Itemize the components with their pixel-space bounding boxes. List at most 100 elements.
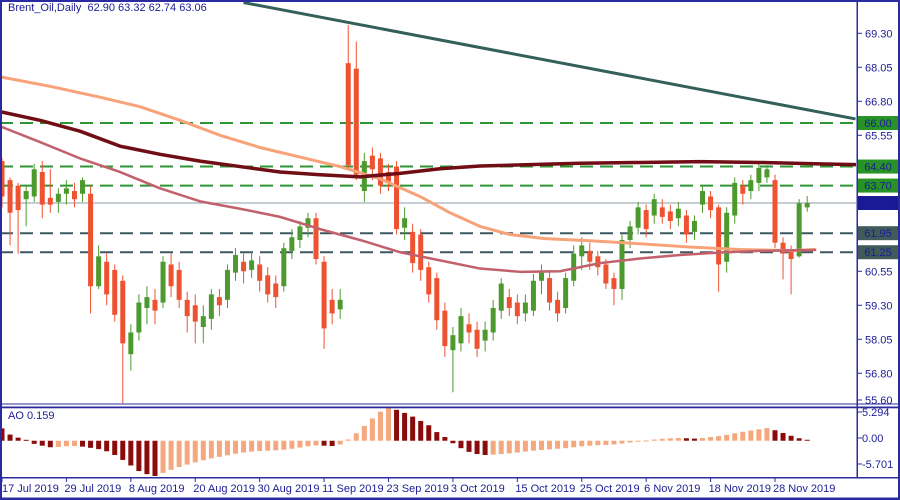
candle-body — [281, 248, 287, 287]
candle-body — [394, 166, 400, 230]
ao-bar — [506, 440, 512, 454]
candle-body — [200, 316, 206, 328]
candle-body — [643, 210, 649, 230]
ao-bar — [724, 434, 730, 441]
ao-bar — [208, 440, 214, 459]
ao-bar — [353, 433, 359, 441]
ao-bar — [466, 440, 472, 452]
candle-body — [587, 250, 593, 262]
price-badge-label: 66.00 — [864, 118, 892, 130]
ao-bar — [160, 440, 166, 473]
ao-bar — [80, 440, 86, 447]
ao-bar — [216, 440, 222, 457]
price-axis[interactable]: 69.30 68.05 66.80 65.55 60.55 59.30 58.05 56.80… — [857, 28, 893, 407]
candle-body — [490, 307, 496, 333]
window-border-left — [0, 0, 2, 500]
ao-bar — [700, 437, 706, 441]
ao-bar — [772, 430, 778, 441]
price-tick-label: 55.60 — [865, 395, 893, 407]
ao-bar — [233, 440, 239, 454]
candle-body — [23, 191, 29, 200]
candle-body — [297, 226, 303, 240]
candle-body — [96, 256, 102, 287]
price-badge-label: 63.06 — [864, 198, 892, 210]
ao-axis: 5.294 0.00 -5.701 — [857, 407, 893, 471]
date-tick-label: 20 Aug 2019 — [193, 483, 255, 495]
price-badge-label: 64.40 — [864, 162, 892, 174]
candle-body — [555, 299, 561, 314]
ao-bar — [571, 440, 577, 448]
ao-bar — [31, 440, 37, 444]
candle-body — [506, 297, 512, 308]
pane-separator[interactable] — [0, 406, 900, 409]
candle-body — [442, 310, 448, 347]
sma-salmon-line[interactable] — [0, 75, 817, 253]
ao-bar — [7, 434, 13, 441]
ao-bar — [434, 432, 440, 441]
candle-body — [385, 171, 391, 182]
pane-separator[interactable] — [0, 403, 900, 405]
ao-bar — [281, 440, 287, 450]
date-axis[interactable]: 17 Jul 2019 29 Jul 2019 8 Aug 2019 20 Aug 2… — [1, 477, 835, 495]
candle-body — [313, 218, 319, 260]
date-tick-label: 28 Nov 2019 — [773, 483, 835, 495]
candle-body — [15, 185, 21, 211]
candle-body — [603, 264, 609, 284]
ao-bar — [498, 440, 504, 455]
candle-body — [31, 169, 37, 197]
candle-body — [756, 167, 762, 183]
candle-body — [216, 297, 222, 306]
candle-body — [434, 278, 440, 321]
ao-bar — [71, 440, 77, 446]
candle-body — [724, 212, 730, 262]
ao-bar — [176, 440, 182, 468]
candle-body — [80, 180, 86, 194]
price-badge-label: 63.70 — [864, 181, 892, 193]
date-tick-label: 15 Oct 2019 — [515, 483, 575, 495]
ao-bar — [708, 437, 714, 441]
date-tick-label: 3 Oct 2019 — [451, 483, 505, 495]
candle-body — [619, 239, 625, 289]
ao-bar — [595, 440, 601, 446]
candle-body — [273, 283, 279, 298]
ao-bar — [764, 428, 770, 441]
candle-body — [120, 280, 126, 344]
candle-body — [192, 305, 198, 322]
candle-body — [184, 299, 190, 317]
sma-rose-line[interactable] — [0, 125, 817, 274]
candle-body — [168, 264, 174, 287]
price-tick-label: 60.55 — [865, 266, 893, 278]
ao-bar — [394, 409, 400, 441]
candle-body — [522, 302, 528, 314]
ao-bar — [289, 440, 295, 449]
window-border-right — [898, 0, 900, 500]
candle-body — [804, 203, 810, 208]
ao-bar — [780, 433, 786, 441]
ao-bar — [748, 430, 754, 441]
candle-body — [482, 329, 488, 341]
descending-trendline[interactable] — [243, 2, 856, 121]
sma-maroon-line[interactable] — [0, 110, 856, 179]
ao-indicator-pane[interactable] — [0, 408, 810, 476]
candle-body — [547, 278, 553, 303]
candle-body — [538, 272, 544, 281]
candle-body — [353, 68, 359, 175]
ao-bar — [563, 440, 569, 449]
main-price-pane[interactable] — [0, 2, 856, 404]
ao-bar — [128, 440, 134, 466]
candle-body — [224, 269, 230, 300]
ao-bar — [514, 440, 520, 453]
candle-body — [152, 299, 158, 311]
ao-bar — [788, 435, 794, 441]
candle-body — [514, 302, 520, 317]
ao-bar — [265, 440, 271, 451]
ao-bar — [15, 437, 21, 441]
ao-bar — [361, 425, 367, 441]
ao-bar — [152, 440, 158, 476]
candle-body — [71, 191, 77, 200]
date-tick-label: 29 Jul 2019 — [64, 483, 121, 495]
date-tick-label: 8 Aug 2019 — [129, 483, 185, 495]
